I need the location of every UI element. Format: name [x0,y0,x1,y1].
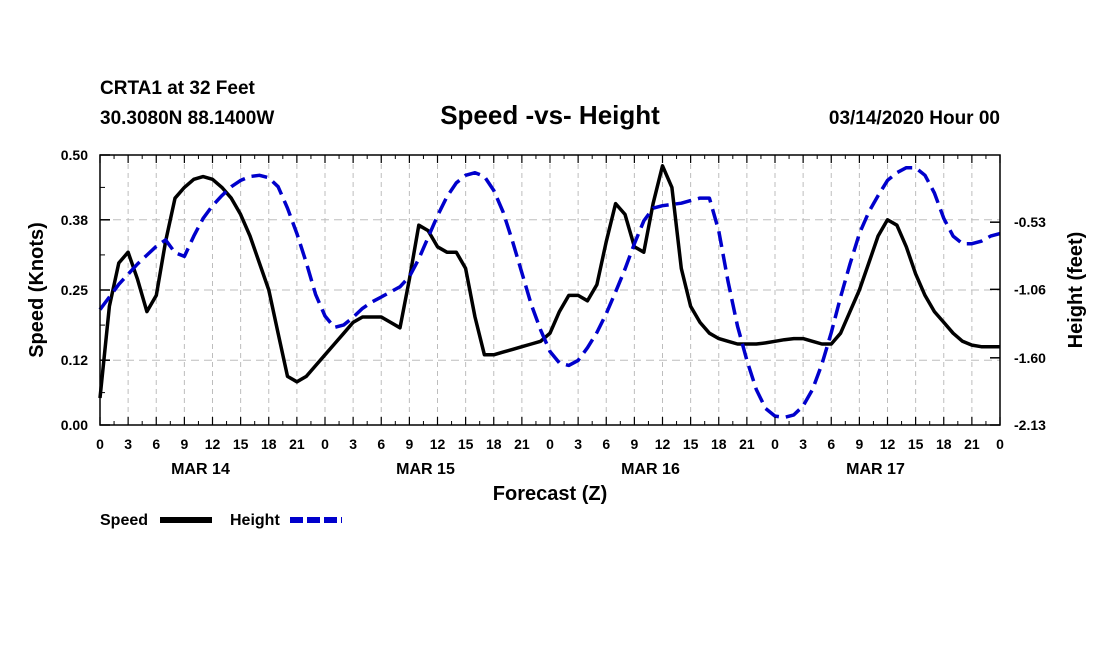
x-tick-label: 9 [180,436,188,452]
left-tick-label: 0.12 [61,352,88,368]
x-axis-label: Forecast (Z) [493,483,607,505]
x-tick-label: 15 [233,436,249,452]
left-tick-label: 0.50 [61,147,88,163]
axis-ticks: 0.00 0.12 0.25 0.38 0.50 -2.13 -1.60 -1.06 -0.53… [61,147,1046,478]
right-tick-label: -1.60 [1014,350,1046,366]
x-tick-label: 21 [514,436,530,452]
x-tick-label: 0 [96,436,104,452]
legend-speed-label: Speed [100,512,148,529]
legend-height-label: Height [230,512,280,529]
right-tick-label: -0.53 [1014,214,1046,230]
left-tick-label: 0.38 [61,212,88,228]
x-tick-label: 3 [574,436,582,452]
x-tick-label: 21 [289,436,305,452]
coordinates-label: 30.3080N 88.1400W [100,108,274,129]
legend: Speed Height [100,512,342,529]
x-tick-label: 6 [827,436,835,452]
x-tick-label: 9 [630,436,638,452]
speed-series-line [98,164,1000,399]
x-tick-label: 15 [458,436,474,452]
x-tick-label: 15 [683,436,699,452]
forecast-date-label: 03/14/2020 Hour 00 [829,108,1000,129]
station-label: CRTA1 at 32 Feet [100,78,256,99]
series-lines [98,164,1001,420]
right-axis-label: Height (feet) [1065,232,1087,349]
x-tick-label: 18 [711,436,727,452]
x-tick-label: 3 [799,436,807,452]
x-tick-label: 21 [739,436,755,452]
x-tick-label: 6 [377,436,385,452]
day-label: MAR 16 [621,461,680,478]
x-tick-label: 3 [124,436,132,452]
chart-title: Speed -vs- Height [440,100,660,130]
x-tick-label: 3 [349,436,357,452]
x-tick-label: 6 [602,436,610,452]
right-tick-label: -1.06 [1014,281,1046,297]
right-tick-label: -2.13 [1014,417,1046,433]
x-tick-label: 0 [996,436,1004,452]
x-tick-label: 15 [908,436,924,452]
x-tick-label: 18 [936,436,952,452]
x-tick-label: 12 [205,436,221,452]
height-series-line [98,165,1001,420]
x-tick-label: 12 [430,436,446,452]
day-label: MAR 15 [396,461,455,478]
day-label: MAR 14 [171,461,230,478]
x-tick-label: 18 [486,436,502,452]
x-tick-label: 12 [880,436,896,452]
x-tick-label: 0 [771,436,779,452]
x-tick-label: 6 [152,436,160,452]
x-tick-label: 18 [261,436,277,452]
x-tick-label: 12 [655,436,671,452]
x-tick-label: 9 [855,436,863,452]
day-label: MAR 17 [846,461,905,478]
x-tick-label: 9 [405,436,413,452]
left-axis-label: Speed (Knots) [26,222,48,358]
left-tick-label: 0.25 [61,282,88,298]
x-tick-label: 0 [321,436,329,452]
grid [100,155,1000,425]
x-tick-label: 21 [964,436,980,452]
x-tick-label: 0 [546,436,554,452]
left-tick-label: 0.00 [61,417,88,433]
